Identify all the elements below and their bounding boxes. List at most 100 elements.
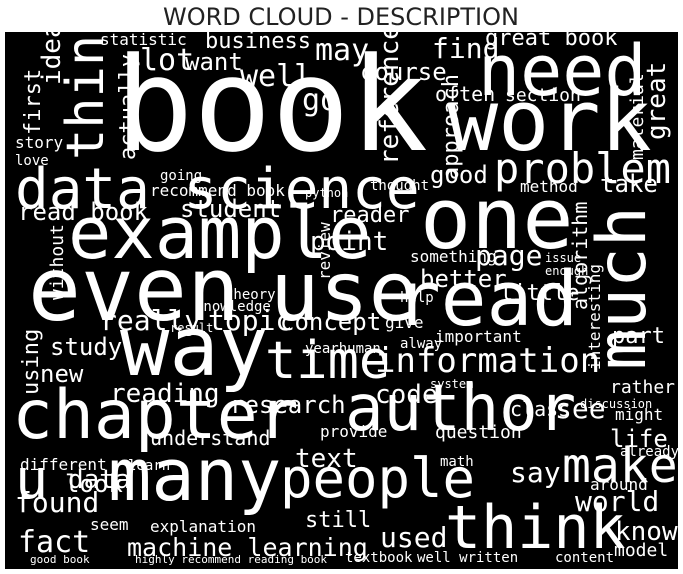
cloud-word: theory <box>225 287 276 303</box>
cloud-word: go <box>302 83 338 118</box>
cloud-word: code <box>375 380 438 410</box>
cloud-word: rather <box>610 377 675 398</box>
cloud-word: going <box>160 168 202 184</box>
cloud-word: good <box>430 161 488 189</box>
cloud-background <box>5 32 678 569</box>
cloud-word: information <box>375 341 600 381</box>
cloud-word: take <box>600 170 658 198</box>
cloud-word: already <box>620 444 679 460</box>
cloud-word: book <box>115 29 428 181</box>
cloud-word: help <box>400 290 434 306</box>
cloud-word: read book <box>18 198 149 226</box>
cloud-word: little <box>500 281 579 306</box>
cloud-word: better <box>420 265 507 293</box>
cloud-word: concept <box>280 308 381 336</box>
cloud-word: great book <box>485 26 617 51</box>
cloud-word: part <box>612 324 665 349</box>
cloud-word: see <box>555 392 606 425</box>
cloud-word: discussion <box>580 397 652 411</box>
cloud-word: found <box>15 486 99 519</box>
cloud-word: know <box>615 517 678 547</box>
cloud-word: study <box>50 333 122 361</box>
cloud-word: really <box>100 304 201 337</box>
cloud-word: section <box>505 85 581 106</box>
cloud-word: think <box>445 493 626 563</box>
cloud-word: student <box>180 195 281 223</box>
cloud-word: time <box>265 331 390 391</box>
cloud-word: important <box>435 327 522 346</box>
cloud-word: new <box>40 360 84 388</box>
cloud-word: understand <box>150 426 270 450</box>
cloud-word: yearhuman <box>305 341 381 357</box>
cloud-word: thing <box>56 3 116 160</box>
cloud-word: research <box>230 391 346 419</box>
cloud-word: great <box>642 62 672 140</box>
cloud-word: make <box>562 438 678 494</box>
cloud-word: work <box>447 72 652 171</box>
cloud-word: issue <box>545 251 581 265</box>
cloud-word: give <box>385 313 424 332</box>
cloud-word: used <box>380 521 447 554</box>
cloud-word: data <box>68 465 131 495</box>
cloud-word: author <box>345 372 576 446</box>
cloud-word: way <box>120 300 268 395</box>
cloud-word: even <box>28 238 240 341</box>
cloud-word: text <box>295 444 358 474</box>
cloud-word: say <box>510 456 561 489</box>
cloud-word: statistic <box>100 30 187 49</box>
cloud-word: business <box>205 29 311 54</box>
cloud-word: machine learning <box>127 533 368 562</box>
cloud-word: example <box>68 191 371 275</box>
cloud-word: seem <box>90 515 129 534</box>
cloud-word: explanation <box>150 517 256 536</box>
cloud-word: love <box>15 153 49 169</box>
cloud-word: python <box>305 186 348 200</box>
cloud-word: need <box>478 30 647 112</box>
cloud-word: without <box>47 224 68 300</box>
cloud-word: textbook <box>345 550 413 566</box>
cloud-word: often <box>435 82 495 106</box>
cloud-word: might <box>615 405 663 424</box>
cloud-word: world <box>575 485 659 518</box>
cloud-word: reference <box>375 24 405 165</box>
cloud-word: material <box>627 73 648 160</box>
cloud-word: find <box>432 32 499 65</box>
cloud-word: knowledge <box>195 299 271 315</box>
cloud-word: good book <box>30 553 90 566</box>
cloud-word: class <box>510 397 570 421</box>
cloud-word: thought <box>370 178 429 194</box>
cloud-word: life <box>610 425 668 453</box>
cloud-word: well written <box>417 550 518 566</box>
cloud-word: idea <box>37 22 67 85</box>
cloud-word: point <box>310 227 388 257</box>
cloud-word: method <box>520 177 578 196</box>
cloud-word: fact <box>18 525 90 560</box>
cloud-word: learn <box>128 458 170 474</box>
cloud-word: interesting <box>585 264 604 370</box>
cloud-word: highly recommend reading book <box>135 553 327 566</box>
cloud-word: system <box>430 377 473 391</box>
cloud-word: something <box>410 247 497 266</box>
cloud-word: read <box>395 254 578 343</box>
cloud-word: model <box>614 540 668 561</box>
cloud-word: enough <box>545 264 588 278</box>
cloud-word: reader <box>330 203 409 228</box>
cloud-word: story <box>15 133 64 152</box>
cloud-word: using <box>19 329 44 395</box>
cloud-word: one <box>420 170 574 269</box>
cloud-word: topic <box>208 304 292 337</box>
cloud-word: course <box>360 58 447 86</box>
cloud-word: still <box>305 508 371 533</box>
cloud-word: content <box>555 550 614 566</box>
cloud-word: many <box>108 433 281 517</box>
cloud-word: alway <box>400 336 442 352</box>
chart-title: WORD CLOUD - DESCRIPTION <box>163 3 519 31</box>
cloud-word: result <box>170 321 213 335</box>
cloud-word: chapter <box>12 376 299 455</box>
cloud-word: page <box>475 239 542 272</box>
cloud-word: lot <box>140 43 194 78</box>
cloud-word: may <box>315 33 369 68</box>
cloud-word: well <box>240 59 312 94</box>
cloud-word: around <box>590 475 648 494</box>
cloud-word: people <box>280 447 475 510</box>
